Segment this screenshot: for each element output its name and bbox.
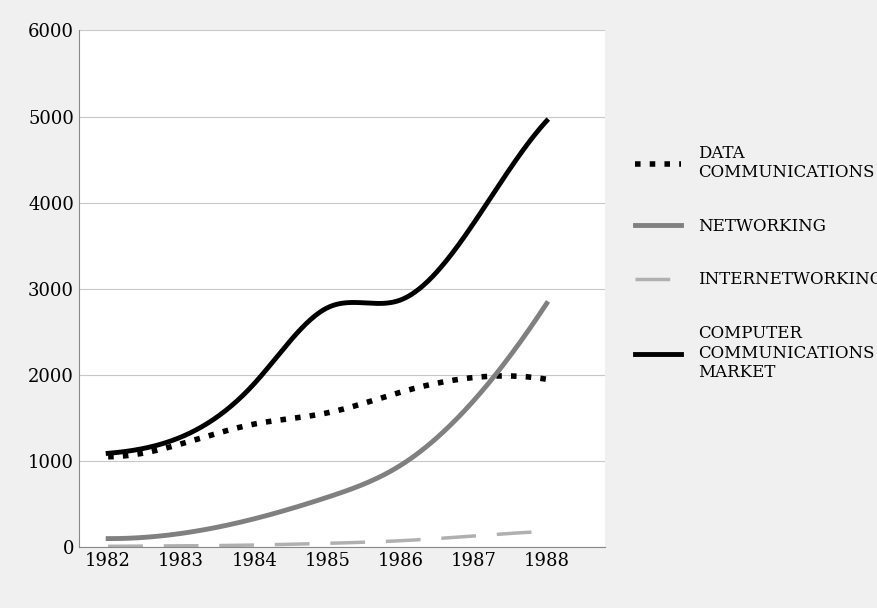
- Legend: DATA
COMMUNICATIONS, NETWORKING, INTERNETWORKING, COMPUTER
COMMUNICATIONS
MARKET: DATA COMMUNICATIONS, NETWORKING, INTERNE…: [635, 145, 877, 381]
